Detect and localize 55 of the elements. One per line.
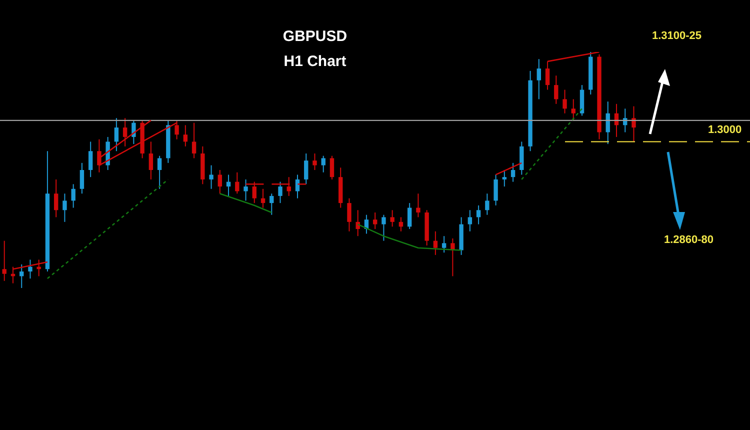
- candlestick: [382, 214, 386, 242]
- candlestick: [632, 106, 636, 142]
- candlestick: [562, 89, 567, 114]
- candlestick: [494, 174, 498, 206]
- candlestick: [235, 172, 240, 194]
- candlestick: [398, 216, 404, 232]
- candlestick: [80, 162, 84, 194]
- candlestick: [321, 155, 326, 173]
- candlestick: [88, 141, 93, 178]
- candlestick: [571, 98, 576, 121]
- candlestick: [270, 193, 274, 216]
- candlestick: [312, 152, 317, 170]
- candlestick: [209, 164, 214, 190]
- candlestick: [71, 184, 76, 208]
- candlestick: [356, 210, 360, 237]
- candlestick: [536, 58, 542, 100]
- candlestick: [347, 198, 352, 232]
- candlestick: [450, 238, 455, 277]
- chart-title: GBPUSD: [282, 28, 348, 45]
- candlestick: [407, 202, 412, 230]
- candlestick: [244, 178, 248, 202]
- candlestick: [278, 181, 282, 204]
- candlestick: [502, 170, 507, 188]
- candlestick: [28, 259, 32, 280]
- candlestick: [62, 193, 67, 222]
- candlestick: [132, 120, 136, 145]
- text: 1.3000: [708, 124, 742, 136]
- candlestick: [304, 152, 308, 185]
- candlestick: [416, 193, 420, 218]
- chart-subtitle: H1 Chart: [282, 53, 348, 70]
- candlestick: [485, 193, 490, 216]
- candlestick: [330, 155, 334, 180]
- candlestick: [114, 118, 119, 152]
- candlestick: [260, 188, 266, 208]
- candlestick: [442, 236, 446, 254]
- candlestick: [148, 141, 154, 180]
- candlestick: [390, 210, 394, 228]
- candlestick: [157, 155, 162, 190]
- candlestick: [192, 122, 196, 159]
- candlestick: [372, 212, 378, 230]
- candlestick: [580, 84, 584, 116]
- text: 1.3100-25: [652, 30, 702, 42]
- candlestick: [476, 204, 481, 225]
- candlestick: [468, 210, 472, 232]
- text: 1.2860-80: [664, 234, 714, 246]
- candlestick: [183, 124, 188, 147]
- candlestick: [520, 141, 524, 176]
- candlestick: [54, 178, 58, 218]
- candlestick: [226, 174, 231, 196]
- candlestick: [433, 230, 438, 256]
- candlestick: [2, 240, 6, 282]
- candlestick: [218, 170, 222, 194]
- candlestick: [20, 264, 24, 288]
- candlestick: [554, 75, 558, 104]
- candlestick: [510, 162, 516, 182]
